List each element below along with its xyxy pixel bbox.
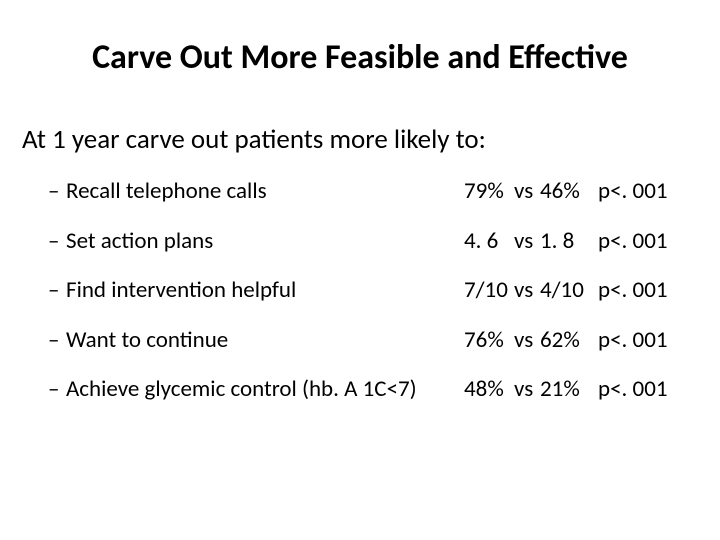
dash-icon: – [48, 277, 66, 305]
item-label: Set action plans [66, 228, 464, 256]
value-b: 62% [540, 327, 590, 355]
p-value: p<. 001 [590, 178, 698, 206]
item-label: Achieve glycemic control (hb. A 1C<7) [66, 376, 464, 404]
vs-text: vs [514, 228, 540, 256]
p-value: p<. 001 [590, 376, 698, 404]
value-b: 46% [540, 178, 590, 206]
dash-icon: – [48, 327, 66, 355]
dash-icon: – [48, 228, 66, 256]
p-value: p<. 001 [590, 228, 698, 256]
value-a: 79% [464, 178, 514, 206]
item-values: 48%vs21%p<. 001 [464, 376, 698, 404]
p-value: p<. 001 [590, 327, 698, 355]
intro-text: At 1 year carve out patients more likely… [22, 123, 698, 156]
value-b: 21% [540, 376, 590, 404]
list-item: –Want to continue76%vs62%p<. 001 [48, 327, 698, 355]
dash-icon: – [48, 178, 66, 206]
list-item: –Recall telephone calls79%vs46%p<. 001 [48, 178, 698, 206]
vs-text: vs [514, 327, 540, 355]
vs-text: vs [514, 178, 540, 206]
item-values: 7/10vs4/10p<. 001 [464, 277, 698, 305]
item-values: 79%vs46%p<. 001 [464, 178, 698, 206]
value-a: 7/10 [464, 277, 514, 305]
dash-icon: – [48, 376, 66, 404]
item-values: 76%vs62%p<. 001 [464, 327, 698, 355]
p-value: p<. 001 [590, 277, 698, 305]
slide-title: Carve Out More Feasible and Effective [22, 38, 698, 77]
list-item: –Find intervention helpful7/10vs4/10p<. … [48, 277, 698, 305]
value-a: 4. 6 [464, 228, 514, 256]
vs-text: vs [514, 277, 540, 305]
value-a: 76% [464, 327, 514, 355]
value-b: 1. 8 [540, 228, 590, 256]
value-b: 4/10 [540, 277, 590, 305]
slide: Carve Out More Feasible and Effective At… [0, 0, 720, 540]
item-values: 4. 6vs1. 8p<. 001 [464, 228, 698, 256]
value-a: 48% [464, 376, 514, 404]
item-label: Recall telephone calls [66, 178, 464, 206]
bullet-list: –Recall telephone calls79%vs46%p<. 001–S… [22, 178, 698, 404]
vs-text: vs [514, 376, 540, 404]
item-label: Want to continue [66, 327, 464, 355]
list-item: –Achieve glycemic control (hb. A 1C<7)48… [48, 376, 698, 404]
item-label: Find intervention helpful [66, 277, 464, 305]
list-item: –Set action plans4. 6vs1. 8p<. 001 [48, 228, 698, 256]
